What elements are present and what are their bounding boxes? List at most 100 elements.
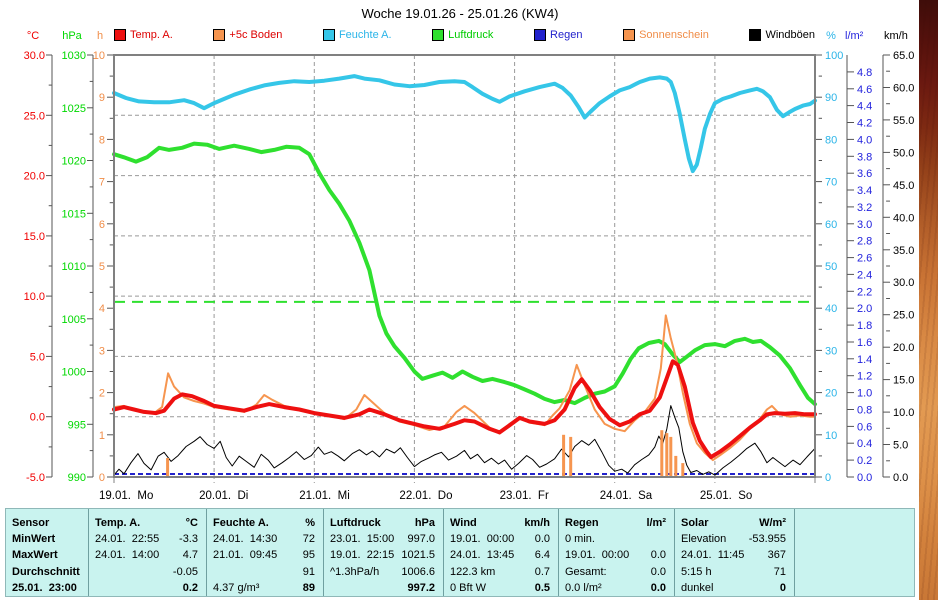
legend: Temp. A. +5c Boden Feuchte A. Luftdruck Rege… [114,29,815,41]
svg-text:55.0: 55.0 [893,115,914,127]
stat-label: 122.3 km [450,565,496,578]
svg-text:2.8: 2.8 [857,236,872,248]
column-name: Solar [681,517,709,529]
column-name: Temp. A. [95,517,141,529]
series-luftdruck [112,141,817,407]
svg-text:24.01. Sa: 24.01. Sa [600,490,653,502]
legend-swatch-wind [749,29,762,41]
svg-text:0.4: 0.4 [857,438,872,450]
sunshine-bar [681,463,685,476]
svg-text:4.6: 4.6 [857,84,872,96]
svg-text:2.2: 2.2 [857,286,872,298]
row-header: 25.01. 23:00 [12,581,77,594]
stat-value: 0.0 [534,533,550,546]
svg-text:20.0: 20.0 [893,342,914,354]
svg-text:0.8: 0.8 [857,404,872,416]
legend-label: Regen [550,29,583,41]
sunshine-bar [674,455,678,476]
column-unit: °C [185,517,198,529]
stat-label: 24.01. 13:45 [450,549,515,562]
svg-text:3.4: 3.4 [857,185,872,197]
sunshine-bar [562,434,566,476]
page-title: Woche 19.01.26 - 25.01.26 (KW4) [361,6,559,21]
stat-value: 997.0 [407,533,435,546]
stat-value: 0 [779,581,786,594]
stat-label: 0.0 l/m² [565,581,602,594]
svg-text:0: 0 [99,472,105,484]
column-name: Regen [565,517,599,529]
svg-text:80: 80 [825,134,837,146]
column-unit: km/h [524,517,550,529]
legend-swatch-feuchte [322,29,335,41]
stat-label: 0 Bft W [450,581,487,594]
svg-text:25.01. So: 25.01. So [700,490,752,502]
stat-value: 71 [773,565,786,578]
stat-label: 24.01. 22:55 [95,533,160,546]
svg-text:30: 30 [825,345,837,357]
stat-value: 6.4 [534,549,550,562]
stat-value: 89 [302,581,315,594]
svg-text:1010: 1010 [62,261,86,273]
svg-text:50: 50 [825,261,837,273]
stat-value: 997.2 [407,581,435,594]
svg-text:1.4: 1.4 [857,354,872,366]
svg-text:1020: 1020 [62,156,86,168]
svg-text:45.0: 45.0 [893,180,914,192]
stat-value: 0.5 [534,581,550,594]
legend-label: Sonnenschein [639,29,709,41]
svg-text:10.0: 10.0 [893,407,914,419]
svg-text:20.0: 20.0 [24,171,45,183]
svg-text:1000: 1000 [62,367,86,379]
stats-column-temp: Temp. A. °C 24.01. 22:55 -3.3 24.01. 14:00 4.… [88,509,206,596]
stat-value: -0.05 [172,565,198,578]
stat-value: 367 [767,549,786,562]
svg-text:100: 100 [825,50,843,62]
stat-label: 19.01. 00:00 [450,533,515,546]
svg-text:1.0: 1.0 [857,388,872,400]
svg-text:4.2: 4.2 [857,118,872,130]
svg-text:20: 20 [825,388,837,400]
legend-item-feuchte: Feuchte A. [322,29,392,41]
svg-text:10.0: 10.0 [24,291,45,303]
stat-label: 24.01. 11:45 [681,549,745,562]
svg-text:15.0: 15.0 [893,375,914,387]
stat-value: 0.7 [534,565,550,578]
legend-item-sonnenschein: Sonnenschein [623,29,709,41]
svg-text:3.0: 3.0 [857,219,872,231]
svg-text:40.0: 40.0 [893,212,914,224]
svg-text:60: 60 [825,219,837,231]
svg-text:5.0: 5.0 [893,440,908,452]
column-unit: hPa [414,517,435,529]
svg-text:km/h: km/h [884,30,908,42]
column-name: Feuchte A. [213,517,269,529]
svg-text:8: 8 [99,134,105,146]
stat-value: 0.0 [650,549,666,562]
stat-label: 23.01. 15:00 [330,533,395,546]
stat-value: 0.0 [650,565,666,578]
legend-item-luftdruck: Luftdruck [432,29,493,41]
row-header: Durchschnitt [12,565,80,578]
svg-text:1.8: 1.8 [857,320,872,332]
stat-label: 0 min. [565,533,595,546]
svg-text:3.8: 3.8 [857,151,872,163]
svg-text:3.6: 3.6 [857,168,872,180]
column-name: Wind [450,517,477,529]
stat-value: 4.7 [182,549,198,562]
weekly-weather-chart: 30.025.020.015.010.05.00.0-5.01030102510… [24,30,915,502]
stat-label: 5:15 h [681,565,712,578]
stat-value: 0.2 [182,581,198,594]
svg-text:15.0: 15.0 [24,231,45,243]
svg-text:10: 10 [93,50,105,62]
sunshine-bar [660,430,664,476]
stat-label: 19.01. 00:00 [565,549,630,562]
series-windb-en [113,405,816,476]
stats-column-feuchte: Feuchte A.% 24.01. 14:30 72 21.01. 09:45 95 9… [206,509,323,596]
svg-text:90: 90 [825,92,837,104]
svg-text:0: 0 [825,472,831,484]
svg-text:1.6: 1.6 [857,337,872,349]
column-unit: % [305,517,315,529]
svg-text:0.6: 0.6 [857,421,872,433]
row-header: MaxWert [12,549,58,562]
stat-value: -53.955 [748,533,786,546]
stats-table: Sensor MinWert MaxWert Durchschnitt 25.01. 2… [5,508,915,597]
